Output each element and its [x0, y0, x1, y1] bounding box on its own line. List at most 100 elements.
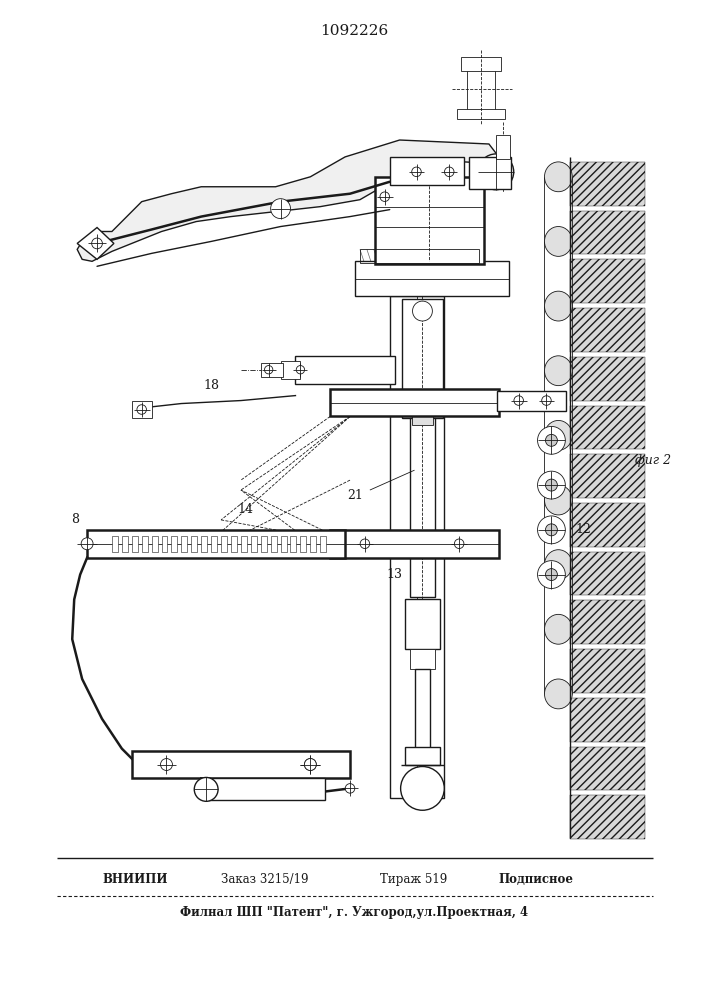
Circle shape [546, 524, 557, 536]
Bar [221, 536, 227, 552]
Ellipse shape [544, 420, 572, 450]
Text: ВНИИПИ: ВНИИПИ [102, 873, 168, 886]
Bar [360, 249, 479, 263]
Ellipse shape [544, 162, 572, 192]
Polygon shape [77, 140, 499, 261]
Bar [571, 211, 645, 254]
Ellipse shape [544, 291, 572, 321]
Circle shape [401, 767, 444, 810]
Bar [411, 391, 433, 425]
Bar [87, 530, 345, 558]
Bar [201, 536, 207, 552]
Ellipse shape [544, 227, 572, 256]
Bar [206, 778, 325, 800]
Ellipse shape [544, 550, 572, 580]
Bar [281, 361, 300, 379]
Circle shape [455, 539, 464, 549]
Bar [320, 536, 326, 552]
Bar [571, 503, 645, 547]
Bar [497, 391, 566, 410]
Circle shape [160, 759, 173, 770]
Circle shape [546, 434, 557, 446]
Bar [132, 536, 138, 552]
Bar [261, 363, 283, 377]
Bar [496, 135, 510, 159]
Bar [402, 299, 443, 418]
Ellipse shape [544, 679, 572, 709]
Bar [330, 389, 499, 416]
Text: 8: 8 [71, 513, 79, 526]
Circle shape [537, 471, 566, 499]
Bar [296, 356, 395, 384]
Bar [571, 600, 645, 644]
Bar [355, 261, 509, 296]
Bar [291, 536, 296, 552]
Text: 1092226: 1092226 [320, 24, 388, 38]
Bar [571, 795, 645, 839]
Circle shape [296, 366, 305, 374]
Circle shape [305, 759, 316, 770]
Bar [571, 454, 645, 498]
Bar [375, 177, 484, 264]
Text: 12: 12 [575, 523, 591, 536]
Bar [409, 418, 436, 597]
Bar [571, 698, 645, 742]
Text: 21: 21 [347, 489, 363, 502]
Circle shape [411, 167, 421, 177]
Bar [571, 552, 645, 595]
Bar [571, 649, 645, 693]
Text: Заказ 3215/19: Заказ 3215/19 [221, 873, 308, 886]
Bar [461, 57, 501, 71]
Ellipse shape [544, 356, 572, 386]
Bar [231, 536, 237, 552]
Bar [300, 536, 306, 552]
Circle shape [537, 561, 566, 589]
Circle shape [271, 199, 291, 219]
Bar [571, 259, 645, 303]
Bar [390, 157, 464, 185]
Bar [271, 536, 276, 552]
Circle shape [537, 516, 566, 544]
Bar [404, 599, 440, 649]
Circle shape [478, 154, 514, 190]
Circle shape [92, 238, 103, 249]
Bar [330, 530, 499, 558]
Bar [571, 747, 645, 790]
Bar [251, 536, 257, 552]
Bar [141, 536, 148, 552]
Bar [171, 536, 177, 552]
Bar [310, 536, 316, 552]
Text: фиг 2: фиг 2 [635, 454, 671, 467]
Bar [404, 747, 440, 765]
Ellipse shape [544, 614, 572, 644]
Ellipse shape [544, 485, 572, 515]
Text: Тираж 519: Тираж 519 [380, 873, 447, 886]
Bar [132, 401, 151, 418]
Text: Подписное: Подписное [499, 873, 574, 886]
Bar [469, 157, 510, 189]
Circle shape [264, 366, 273, 374]
Bar [409, 649, 436, 669]
Circle shape [537, 426, 566, 454]
Circle shape [514, 396, 523, 405]
Circle shape [380, 192, 390, 201]
Bar [241, 536, 247, 552]
Circle shape [81, 538, 93, 550]
Bar [457, 109, 505, 119]
Bar [467, 67, 495, 112]
Circle shape [546, 569, 557, 581]
Polygon shape [77, 228, 114, 259]
Circle shape [360, 539, 370, 549]
Text: 14: 14 [238, 503, 254, 516]
Circle shape [412, 301, 433, 321]
Bar [161, 536, 168, 552]
Bar [571, 406, 645, 449]
Bar [211, 782, 320, 796]
Circle shape [546, 479, 557, 491]
Bar [132, 751, 350, 778]
Bar [414, 669, 431, 749]
Bar [281, 536, 286, 552]
Bar [182, 536, 187, 552]
Bar [261, 536, 267, 552]
Bar [211, 536, 217, 552]
